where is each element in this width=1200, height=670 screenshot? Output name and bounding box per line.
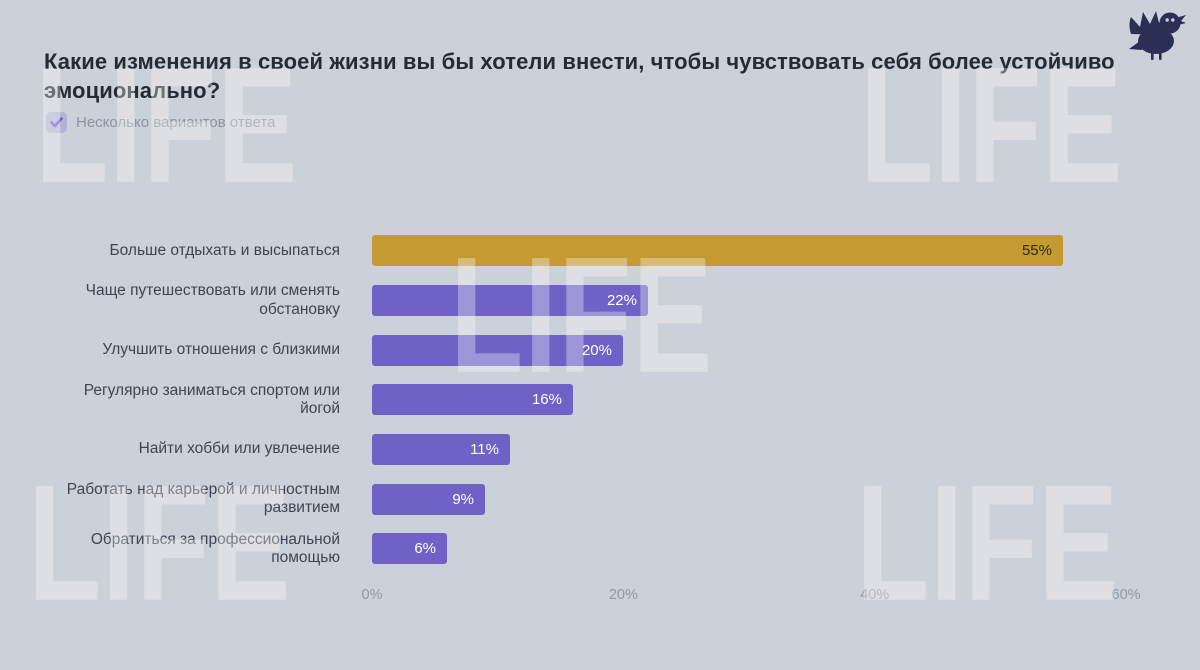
bar-value-label: 22% [606,292,637,310]
chart-row: Улучшить отношения с близкими 20% [40,325,1160,375]
bar: 9% [372,483,485,515]
bar-track: 16% [372,384,1160,416]
bar-track: 9% [372,483,1160,515]
bar-value-label: 16% [531,391,562,409]
page-title: Какие изменения в своей жизни вы бы хоте… [44,49,1115,104]
bar-track: 6% [372,533,1160,565]
chart-row: Найти хобби или увлечение 11% [40,425,1160,475]
category-label: Улучшить отношения с близкими [102,341,340,359]
x-axis-tick-label: 0% [361,587,383,603]
bar: 16% [372,384,573,416]
category-label: Обратиться за профессиональной помощью [90,530,340,566]
bar-value-label: 6% [414,540,436,558]
category-label: Найти хобби или увлечение [138,440,340,458]
bar-chart: Больше отдыхать и высыпаться 55% Чаще путе… [40,226,1160,574]
answer-note-label: Несколько вариантов ответа [76,114,276,131]
bar-value-label: 20% [581,341,612,359]
bar-track: 55% [372,235,1160,267]
bar-track: 22% [372,285,1160,317]
chart-row: Больше отдыхать и высыпаться 55% [40,226,1160,276]
chart-row: Регулярно заниматься спортом или йогой 16… [40,375,1160,425]
bar: 11% [372,434,510,466]
chart-row: Работать над карьерой и личностным разви… [40,474,1160,524]
bar: 6% [372,533,447,565]
checkbox-check-icon [46,112,67,133]
x-axis-tick-label: 40% [860,587,890,603]
bird-logo [1122,8,1186,60]
x-axis-tick-label: 60% [1111,587,1141,603]
bar: 20% [372,334,623,366]
bar-value-label: 55% [1021,242,1052,260]
x-axis: 0% 20% 40% 60% [362,587,1160,607]
x-axis-tick-label: 20% [608,587,638,603]
chart-row: Обратиться за профессиональной помощью 6% [40,524,1160,574]
category-label: Регулярно заниматься спортом или йогой [83,381,340,417]
category-label: Работать над карьерой и личностным разви… [66,481,340,517]
bar-value-label: 9% [452,490,474,508]
bar-track: 20% [372,334,1160,366]
answer-note: Несколько вариантов ответа [46,112,275,133]
bar-value-label: 11% [470,441,499,459]
category-label: Чаще путешествовать или сменять обстанов… [85,282,340,318]
chart-row: Чаще путешествовать или сменять обстанов… [40,276,1160,326]
bar: 55% [372,235,1063,267]
bar-track: 11% [372,434,1160,466]
bar: 22% [372,285,648,317]
category-label: Больше отдыхать и высыпаться [109,241,340,259]
